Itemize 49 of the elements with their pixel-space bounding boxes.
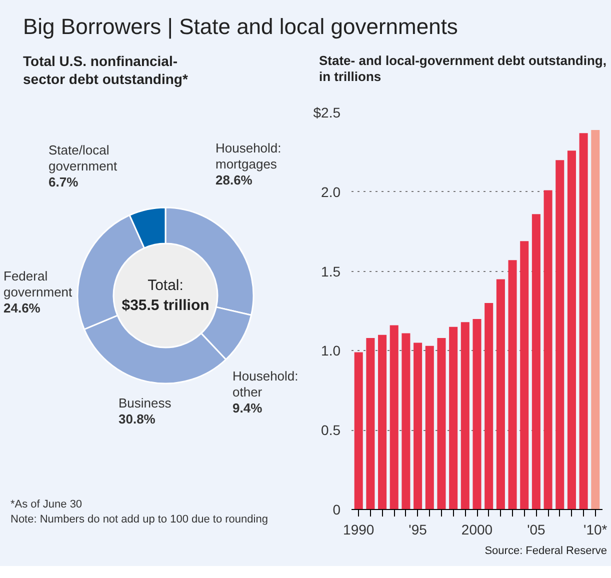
- bar: [508, 260, 517, 510]
- y-tick-label: $2.5: [313, 104, 341, 120]
- slice-label: Federal government: [4, 268, 73, 300]
- chart-title: State- and local-government debt outstanding, in trillions: [319, 53, 606, 86]
- slice-label: Business: [118, 396, 172, 410]
- bar: [390, 325, 398, 510]
- bar: [437, 338, 446, 510]
- y-tick-label: 2.0: [321, 184, 341, 200]
- bar: [378, 334, 387, 510]
- source-note: Source: Federal Reserve: [484, 545, 607, 559]
- text: *As of June 30: [10, 498, 82, 510]
- bar: [532, 214, 540, 510]
- text: Total: $35.5 trillion: [122, 277, 210, 314]
- chart-title: Big Borrowers | State and local governments: [23, 13, 458, 40]
- bar: [591, 130, 600, 510]
- y-tick-label: 0.5: [321, 422, 341, 438]
- data-label: 9.4%: [232, 400, 263, 416]
- y-tick-label: 1.0: [321, 342, 341, 359]
- slice-label: State/local government: [48, 142, 118, 174]
- y-tick-label: 0: [332, 502, 341, 518]
- data-label: 28.6%: [216, 172, 253, 188]
- slice-label: Household: mortgages: [216, 140, 282, 172]
- data-label: 24.6%: [4, 300, 41, 316]
- x-tick-label: '10*: [584, 522, 608, 538]
- bar: [460, 322, 470, 510]
- bar: [354, 352, 363, 510]
- bar: [544, 190, 552, 510]
- bar: [402, 333, 410, 510]
- y-tick-label: 1.5: [321, 263, 341, 280]
- data-label: 30.8%: [118, 412, 156, 426]
- x-tick-label: 1990: [343, 522, 374, 538]
- slice-label: Household: other: [232, 368, 298, 400]
- bar: [520, 241, 529, 510]
- bar: [484, 303, 494, 510]
- data-label: 6.7%: [48, 174, 79, 190]
- text: Note: Numbers do not add up to 100 due to rounding: [10, 514, 268, 526]
- bar: [567, 150, 576, 510]
- bar: [496, 279, 505, 510]
- x-tick-label: '05: [527, 522, 546, 538]
- bar: [472, 318, 482, 510]
- bar: [414, 342, 422, 510]
- bar: [425, 346, 434, 510]
- bar: [366, 338, 375, 510]
- bar: [579, 133, 588, 510]
- bar: [449, 326, 458, 510]
- chart-subtitle: Total U.S. nonfinancial-sector debt outstanding*: [23, 53, 188, 88]
- x-tick-label: '95: [408, 522, 428, 538]
- x-tick-label: 2000: [461, 522, 493, 538]
- bar: [556, 160, 564, 510]
